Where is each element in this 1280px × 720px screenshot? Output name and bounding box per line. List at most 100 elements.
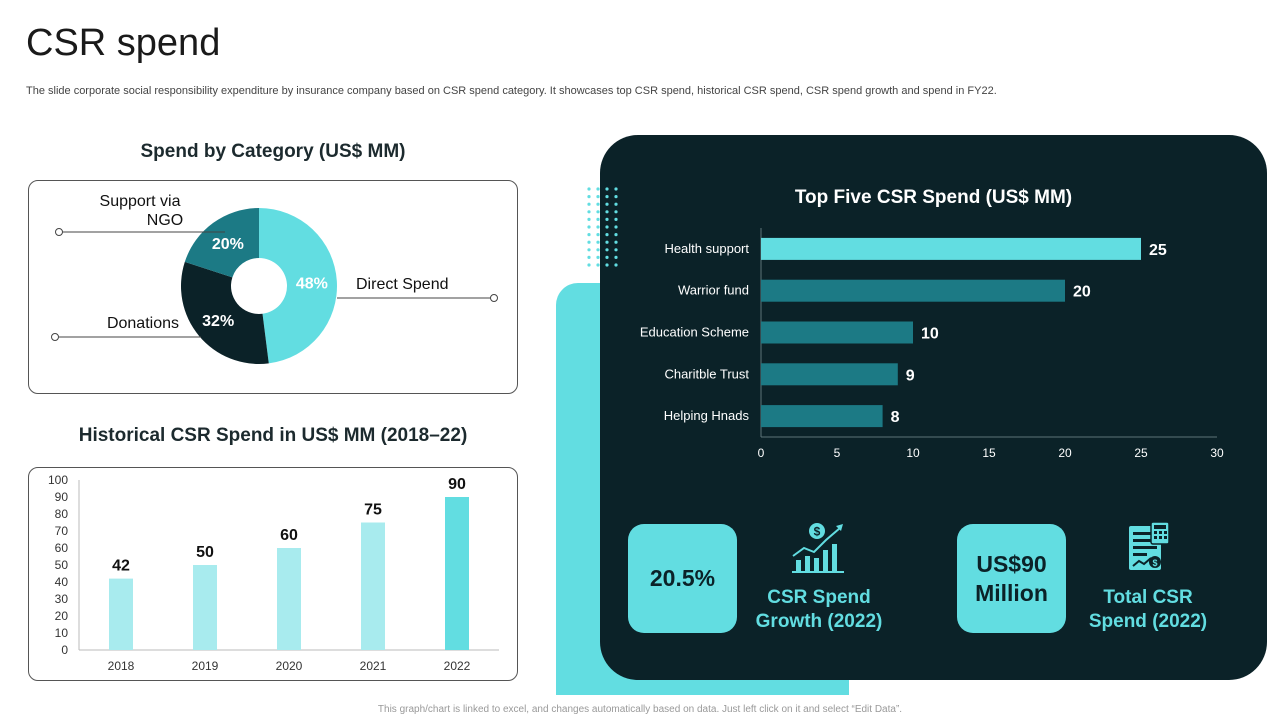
x-tick-label: 2018 [108,659,135,673]
grid-dot [614,202,618,206]
donut-chart-card[interactable]: 48% 32% 20% Direct Spend Donations Support vi… [28,180,518,394]
svg-text:$: $ [1152,558,1157,568]
growth-chart-icon: $ [792,523,844,573]
x-tick-label: 2022 [444,659,471,673]
donut-value-label: 32% [202,313,234,330]
y-tick-label: 0 [61,643,68,657]
grid-dot [596,263,600,267]
hbar-charitble-trust[interactable] [761,363,898,386]
hbar-education-scheme[interactable] [761,321,913,344]
donut-chart[interactable]: 48% 32% 20% Direct Spend Donations Support vi… [29,181,517,393]
donut-category-label: Direct Spend [356,276,449,293]
grid-dot [587,233,591,237]
hbar-warrior-fund[interactable] [761,279,1065,302]
donut-category-label: NGO [147,212,183,229]
kpi-total-value-line2: Million [975,579,1048,606]
column-chart-card[interactable]: 0 10 20 30 40 50 60 70 80 90 100 42 2018 50 2019 60 2020… [28,467,518,681]
grid-dot [614,217,618,221]
grid-dot [605,187,609,191]
donut-value-label: 20% [212,236,244,253]
hbar-health-support[interactable] [761,237,1141,260]
x-tick-label: 25 [1134,446,1148,460]
column-chart[interactable]: 0 10 20 30 40 50 60 70 80 90 100 42 2018 50 2019 60 2020… [29,468,517,680]
grid-dot [614,225,618,229]
page-subtitle: The slide corporate social responsibilit… [26,85,997,97]
grid-dot [596,187,600,191]
x-tick-label: 2021 [360,659,387,673]
grid-dot [596,225,600,229]
grid-dot [614,210,618,214]
column-value-label: 42 [112,558,130,575]
grid-dot [596,255,600,259]
hbar-value-label: 8 [891,409,900,426]
donut-slice-donations[interactable] [180,261,269,364]
grid-dot [596,195,600,199]
grid-dot [587,255,591,259]
donut-slice-support-via-ngo[interactable] [184,208,259,278]
grid-dot [587,210,591,214]
grid-dot [596,217,600,221]
grid-dot [587,225,591,229]
grid-dot [614,263,618,267]
grid-dot [587,187,591,191]
grid-dot [605,263,609,267]
donut-value-label: 48% [296,276,328,293]
column-bar-2020[interactable] [277,548,301,650]
x-tick-label: 2020 [276,659,303,673]
leader-dot [490,294,498,302]
column-chart-title: Historical CSR Spend in US$ MM (2018–22) [78,425,468,446]
x-tick-label: 0 [758,446,765,460]
hbar-value-label: 10 [921,326,939,343]
grid-dot [596,240,600,244]
hbar-category-label: Warrior fund [678,283,749,298]
column-value-label: 50 [196,544,214,561]
grid-dot [605,248,609,252]
kpi-growth-value: 20.5% [649,565,716,592]
decorative-dot-grid [587,187,618,267]
footnote: This graph/chart is linked to excel, and… [377,704,903,715]
leader-dot [51,333,59,341]
hbar-category-label: Education Scheme [640,325,749,340]
donut-chart-title: Spend by Category (US$ MM) [140,141,406,162]
page-title: CSR spend [26,22,221,64]
kpi-total-value-box: US$90 Million [957,524,1066,633]
grid-dot [587,217,591,221]
donut-category-label: Donations [107,315,179,332]
column-bar-2019[interactable] [193,565,217,650]
grid-dot [605,255,609,259]
hbar-value-label: 9 [906,367,915,384]
hbar-value-label: 25 [1149,242,1167,259]
y-tick-label: 20 [55,609,69,623]
kpi-total-label-line2: Spend (2022) [1088,610,1208,632]
column-value-label: 90 [448,476,466,493]
hbar-chart[interactable]: 0 5 10 15 20 25 30 25 Health support 20 Warrior fu… [600,220,1267,470]
financial-report-icon: $ [1129,521,1170,570]
x-tick-label: 5 [834,446,841,460]
donut-slice-direct-spend[interactable] [259,208,338,364]
kpi-total-label-line1: Total CSR [1103,587,1193,608]
grid-dot [596,210,600,214]
grid-dot [587,248,591,252]
grid-dot [587,202,591,206]
y-tick-label: 30 [55,592,69,606]
hbar-helping-hnads[interactable] [761,405,883,428]
column-bar-2018[interactable] [109,578,133,650]
hbar-value-label: 20 [1073,284,1091,301]
y-tick-label: 100 [48,473,68,487]
grid-dot [614,233,618,237]
hbar-category-label: Charitble Trust [664,366,749,381]
grid-dot [605,240,609,244]
x-tick-label: 20 [1058,446,1072,460]
svg-text:$: $ [814,525,821,539]
donut-category-label: Support via [100,193,181,210]
grid-dot [587,195,591,199]
y-tick-label: 40 [55,575,69,589]
column-bar-2021[interactable] [361,522,385,651]
grid-dot [596,248,600,252]
column-bar-2022[interactable] [445,497,469,650]
x-tick-label: 30 [1210,446,1224,460]
x-tick-label: 2019 [192,659,219,673]
hbar-chart-title: Top Five CSR Spend (US$ MM) [794,187,1073,208]
kpi-growth-value-box: 20.5% [628,524,737,633]
x-tick-label: 10 [906,446,920,460]
